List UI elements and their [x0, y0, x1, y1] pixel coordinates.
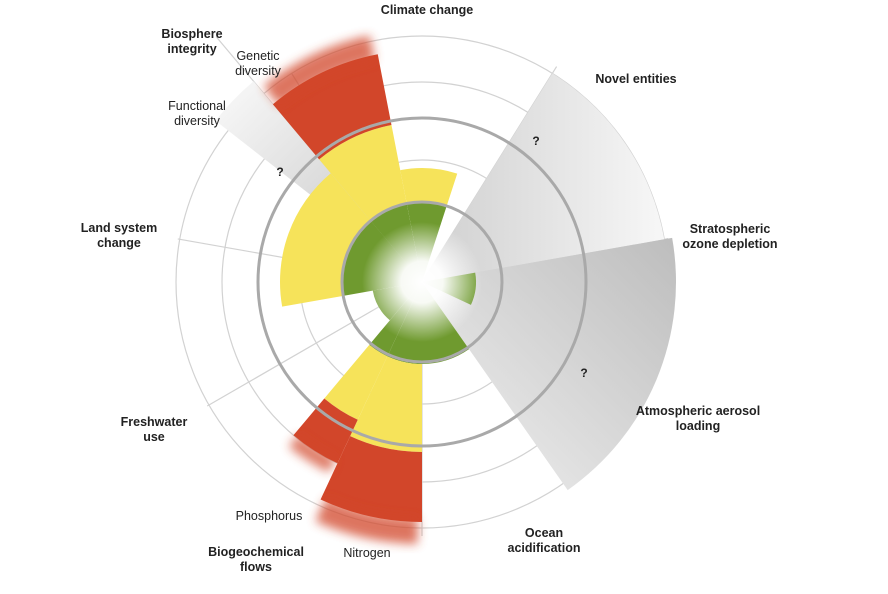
climate-change-risk-wedge [400, 168, 458, 206]
nitrogen-risk-wedge [350, 356, 422, 452]
biosphere-integrity-label: Biosphere integrity [161, 27, 222, 56]
atmospheric-aerosol-loading-label: Atmospheric aerosol loading [636, 404, 760, 433]
nitrogen-high-risk-wedge [320, 436, 422, 522]
climate-change-label: Climate change [381, 3, 473, 17]
labels: Climate change Novel entities Stratospheri… [81, 3, 778, 574]
high-risk-boundary-ring [256, 116, 588, 448]
genetic-diversity-high-risk-wedge [272, 54, 392, 160]
phosphorus-label: Phosphorus [236, 509, 303, 523]
ocean-acidification-label: Ocean acidification [508, 526, 581, 555]
novel-entities-label: Novel entities [595, 72, 676, 86]
center-glow [362, 222, 482, 342]
boundary-rings [256, 116, 588, 448]
functional-diversity-label: Functional diversity [168, 99, 226, 128]
phosphorus-high-risk-fade [288, 434, 337, 473]
not-quantified-mark-1: ? [532, 134, 539, 148]
biogeochemical-flows-label: Biogeochemical flows [208, 545, 304, 574]
freshwater-use-label: Freshwater use [121, 415, 188, 444]
not-quantified-mark-2: ? [580, 366, 587, 380]
genetic-diversity-high-risk-fade [263, 35, 376, 107]
safe-boundary-ring [340, 200, 504, 364]
nitrogen-high-risk-fade [315, 497, 418, 544]
land-system-risk-wedge [280, 173, 371, 307]
not-quantified-mark-3: ? [276, 165, 283, 179]
genetic-diversity-label: Genetic diversity [235, 49, 282, 78]
nitrogen-label: Nitrogen [343, 546, 390, 560]
phosphorus-risk-wedge [324, 344, 388, 420]
aerosol-loading-grey-wedge [422, 237, 676, 491]
center-overlay [362, 222, 482, 342]
land-system-change-label: Land system change [81, 221, 157, 250]
stratospheric-ozone-depletion-label: Stratospheric ozone depletion [682, 222, 777, 251]
genetic-diversity-risk-wedge [319, 124, 407, 221]
